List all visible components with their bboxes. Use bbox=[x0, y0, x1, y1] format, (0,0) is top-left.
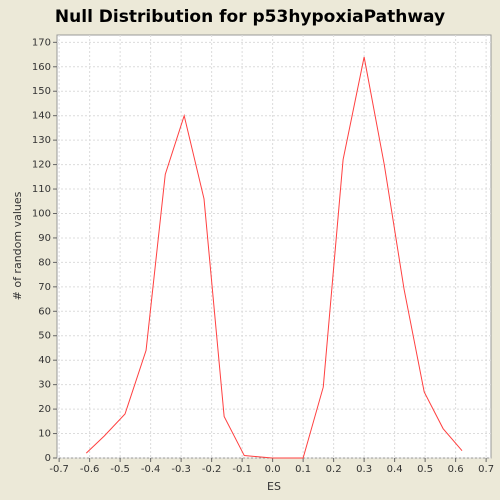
x-tick-label: -0.3 bbox=[171, 464, 191, 475]
x-tick-label: 0.2 bbox=[326, 464, 342, 475]
y-tick-label: 100 bbox=[32, 208, 51, 219]
y-tick-label: 60 bbox=[38, 306, 51, 317]
y-tick-label: 10 bbox=[38, 429, 51, 440]
x-tick-label: 0.1 bbox=[295, 464, 311, 475]
y-tick-label: 20 bbox=[38, 404, 51, 415]
y-tick-label: 70 bbox=[38, 282, 51, 293]
x-axis-label: ES bbox=[267, 480, 281, 493]
x-tick-label: 0.5 bbox=[417, 464, 433, 475]
y-tick-label: 160 bbox=[32, 62, 51, 73]
x-tick-label: -0.1 bbox=[232, 464, 252, 475]
x-tick-label: -0.5 bbox=[110, 464, 130, 475]
x-tick-label: 0.4 bbox=[387, 464, 403, 475]
x-tick-label: -0.4 bbox=[141, 464, 161, 475]
x-tick-label: -0.2 bbox=[202, 464, 222, 475]
x-tick-label: 0.6 bbox=[448, 464, 464, 475]
y-tick-label: 80 bbox=[38, 257, 51, 268]
y-tick-label: 110 bbox=[32, 184, 51, 195]
y-tick-label: 90 bbox=[38, 233, 51, 244]
y-tick-label: 170 bbox=[32, 37, 51, 48]
x-tick-label: 0.7 bbox=[478, 464, 494, 475]
x-tick-label: 0.0 bbox=[265, 464, 281, 475]
y-tick-label: 50 bbox=[38, 331, 51, 342]
chart-title: Null Distribution for p53hypoxiaPathway bbox=[55, 7, 445, 27]
x-tick-label: -0.7 bbox=[49, 464, 69, 475]
data-line bbox=[85, 56, 463, 459]
x-tick-label: 0.3 bbox=[356, 464, 372, 475]
y-axis-label: # of random values bbox=[11, 191, 24, 300]
x-tick-label: -0.6 bbox=[80, 464, 100, 475]
y-tick-label: 120 bbox=[32, 160, 51, 171]
y-tick-label: 40 bbox=[38, 355, 51, 366]
y-tick-label: 0 bbox=[45, 453, 51, 464]
y-tick-label: 130 bbox=[32, 135, 51, 146]
y-tick-label: 150 bbox=[32, 86, 51, 97]
y-tick-label: 30 bbox=[38, 380, 51, 391]
y-tick-label: 140 bbox=[32, 111, 51, 122]
plot-area bbox=[56, 34, 492, 459]
